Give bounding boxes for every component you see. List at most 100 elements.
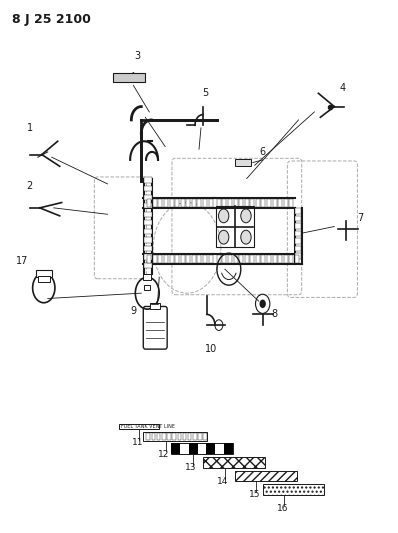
Text: 1: 1 (27, 123, 33, 133)
Bar (144, 177, 152, 183)
Bar (175, 199, 179, 207)
Circle shape (219, 230, 229, 244)
Text: 9: 9 (130, 306, 137, 317)
Bar (198, 433, 202, 440)
Text: 6: 6 (259, 147, 266, 157)
Bar (186, 199, 190, 207)
Bar (263, 484, 324, 495)
Bar (245, 199, 249, 207)
Bar (144, 254, 152, 260)
Bar (143, 432, 207, 441)
Bar (38, 276, 50, 282)
Bar (181, 255, 185, 263)
Bar (162, 433, 166, 440)
Bar (295, 223, 301, 229)
Bar (295, 231, 301, 236)
Bar (147, 255, 151, 263)
Text: 5: 5 (202, 88, 208, 98)
Bar (289, 255, 293, 263)
Bar (143, 274, 151, 280)
Bar (183, 433, 186, 440)
Bar (250, 255, 254, 263)
Bar (256, 199, 260, 207)
Bar (234, 255, 238, 263)
Bar (228, 199, 232, 207)
Text: 7: 7 (357, 213, 363, 223)
Bar (203, 199, 207, 207)
Bar (144, 186, 152, 191)
Bar (144, 254, 152, 260)
Bar (295, 255, 299, 263)
Bar (216, 206, 254, 247)
Bar (172, 433, 176, 440)
Bar (203, 255, 207, 263)
Bar (192, 199, 196, 207)
Bar (144, 246, 152, 251)
Bar (144, 263, 152, 268)
Bar (188, 433, 191, 440)
Bar (178, 433, 181, 440)
Text: 13: 13 (185, 463, 197, 472)
Bar (295, 253, 301, 259)
Text: 3: 3 (134, 51, 140, 61)
Text: 10: 10 (205, 344, 217, 354)
Bar (239, 255, 243, 263)
Bar (239, 199, 243, 207)
Bar (207, 443, 215, 454)
Bar (295, 246, 301, 251)
Bar (284, 255, 288, 263)
Bar (113, 73, 145, 82)
Bar (217, 199, 221, 207)
Bar (144, 195, 152, 200)
Bar (164, 255, 168, 263)
Text: 4: 4 (339, 83, 345, 93)
Text: 14: 14 (217, 477, 228, 486)
Bar (144, 229, 152, 234)
Bar (278, 199, 282, 207)
Bar (295, 238, 301, 244)
Bar (150, 303, 160, 309)
Bar (261, 255, 265, 263)
Bar (153, 199, 157, 207)
Bar (147, 199, 151, 207)
Bar (144, 263, 152, 268)
Bar (158, 255, 162, 263)
Text: 2: 2 (27, 181, 33, 191)
Bar (267, 255, 271, 263)
Bar (192, 255, 196, 263)
Bar (144, 220, 152, 225)
Bar (284, 199, 288, 207)
Text: 12: 12 (158, 450, 169, 459)
Bar (256, 255, 260, 263)
Bar (273, 199, 277, 207)
Bar (144, 285, 150, 290)
Bar (193, 433, 197, 440)
Bar (235, 471, 297, 481)
Bar (197, 255, 201, 263)
Text: 8 J 25 2100: 8 J 25 2100 (12, 13, 91, 26)
Bar (289, 199, 293, 207)
Bar (217, 255, 221, 263)
FancyBboxPatch shape (143, 306, 167, 349)
Circle shape (259, 300, 266, 308)
Bar (146, 433, 150, 440)
Bar (144, 246, 152, 251)
Bar (170, 255, 174, 263)
Bar (295, 216, 301, 221)
Bar (144, 177, 152, 183)
Bar (261, 199, 265, 207)
Bar (144, 220, 152, 225)
Bar (144, 212, 152, 217)
Bar (144, 237, 152, 243)
Bar (222, 255, 226, 263)
Text: 11: 11 (132, 438, 143, 447)
Bar (278, 255, 282, 263)
Bar (186, 255, 190, 263)
Bar (222, 199, 226, 207)
Text: 16: 16 (277, 504, 288, 513)
Circle shape (219, 209, 229, 223)
Bar (144, 237, 152, 243)
Bar (203, 433, 207, 440)
Bar (203, 457, 265, 468)
Bar (189, 443, 197, 454)
